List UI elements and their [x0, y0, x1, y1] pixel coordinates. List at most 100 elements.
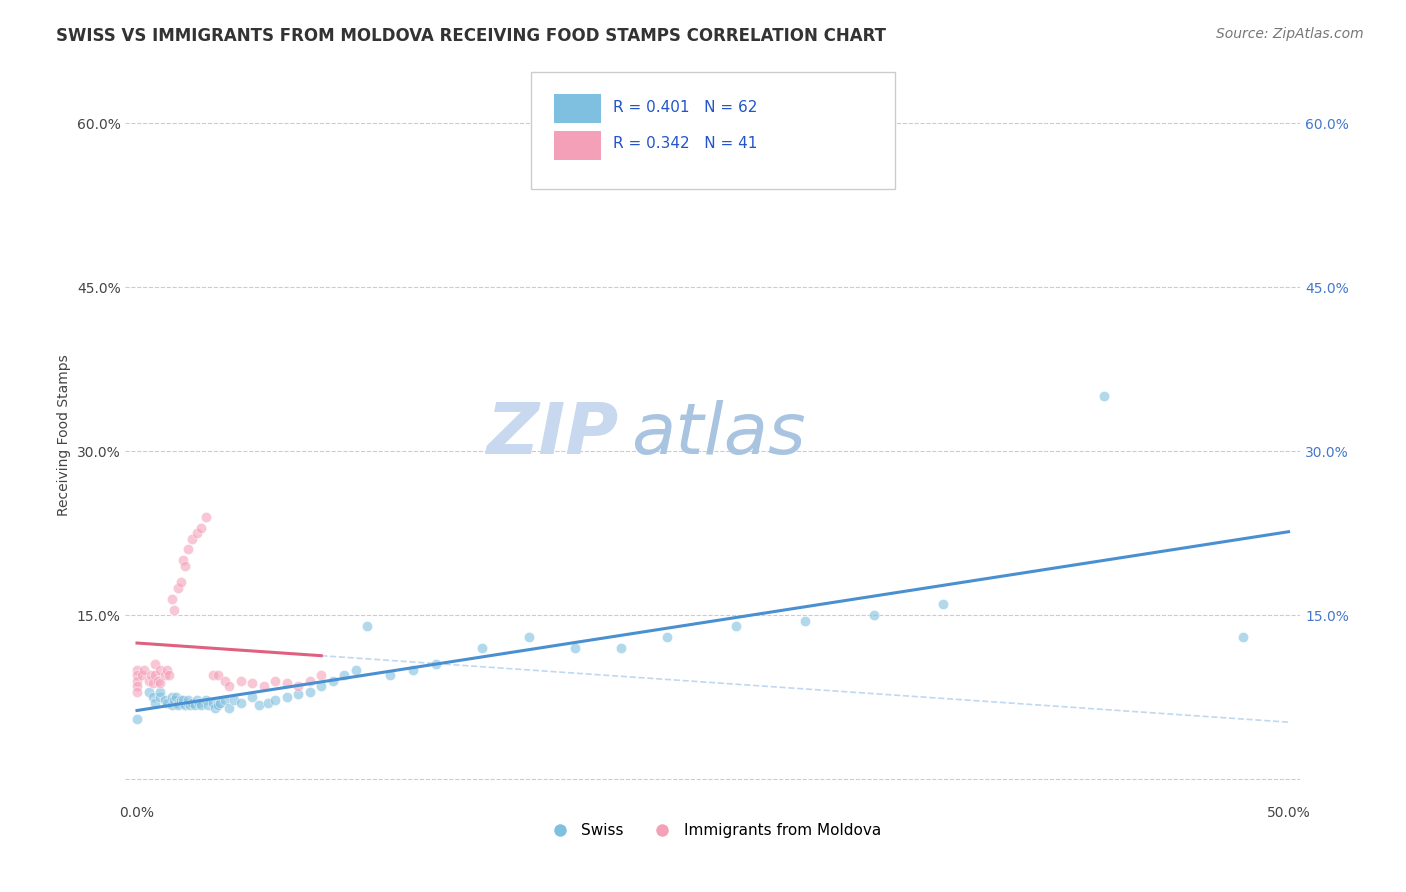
Point — [160, 690, 183, 704]
Point — [793, 614, 815, 628]
Point — [125, 679, 148, 693]
Point — [264, 693, 287, 707]
Point — [149, 663, 172, 677]
Point — [138, 673, 160, 688]
Text: R = 0.342   N = 41: R = 0.342 N = 41 — [613, 136, 758, 152]
Point — [145, 657, 167, 672]
Point — [257, 696, 280, 710]
Point — [276, 676, 298, 690]
Point — [160, 591, 183, 606]
Text: Source: ZipAtlas.com: Source: ZipAtlas.com — [1216, 27, 1364, 41]
Point — [190, 698, 212, 712]
Point — [380, 668, 402, 682]
Point — [146, 673, 169, 688]
Point — [142, 676, 165, 690]
Point — [214, 673, 236, 688]
Point — [195, 509, 218, 524]
Point — [190, 520, 212, 534]
Point — [153, 693, 176, 707]
FancyBboxPatch shape — [554, 95, 602, 123]
Point — [163, 602, 186, 616]
FancyBboxPatch shape — [530, 72, 894, 189]
Point — [322, 673, 344, 688]
Point — [197, 698, 219, 712]
Point — [471, 640, 494, 655]
Point — [160, 698, 183, 712]
Point — [167, 698, 190, 712]
Point — [176, 696, 198, 710]
Point — [564, 640, 586, 655]
Point — [181, 532, 204, 546]
Point — [287, 679, 309, 693]
Point — [247, 698, 270, 712]
Point — [183, 698, 205, 712]
Point — [932, 597, 955, 611]
Point — [179, 698, 201, 712]
Point — [125, 673, 148, 688]
Point — [207, 668, 229, 682]
Text: R = 0.401   N = 62: R = 0.401 N = 62 — [613, 100, 758, 115]
Point — [167, 696, 190, 710]
Point — [142, 690, 165, 704]
Point — [165, 690, 187, 704]
Point — [287, 687, 309, 701]
Point — [176, 542, 198, 557]
Point — [186, 693, 208, 707]
Point — [145, 668, 167, 682]
Point — [174, 558, 197, 573]
Point — [517, 630, 540, 644]
Point — [172, 693, 194, 707]
Point — [167, 581, 190, 595]
Point — [218, 679, 240, 693]
Point — [132, 663, 155, 677]
Point — [145, 696, 167, 710]
Point — [125, 663, 148, 677]
Legend: Swiss, Immigrants from Moldova: Swiss, Immigrants from Moldova — [538, 817, 887, 845]
Point — [139, 668, 162, 682]
Point — [724, 619, 747, 633]
Point — [201, 668, 224, 682]
Point — [240, 690, 263, 704]
Point — [153, 668, 176, 682]
Point — [149, 690, 172, 704]
Point — [309, 668, 332, 682]
Point — [253, 679, 276, 693]
Point — [186, 526, 208, 541]
Point — [170, 693, 193, 707]
Text: ZIP: ZIP — [486, 401, 619, 469]
Point — [863, 608, 886, 623]
Point — [298, 673, 321, 688]
Point — [208, 696, 231, 710]
Point — [172, 553, 194, 567]
Y-axis label: Receiving Food Stamps: Receiving Food Stamps — [58, 354, 72, 516]
Point — [125, 712, 148, 726]
Point — [276, 690, 298, 704]
Point — [125, 668, 148, 682]
Point — [170, 575, 193, 590]
Point — [425, 657, 447, 672]
Point — [1232, 630, 1254, 644]
Point — [188, 696, 211, 710]
Point — [333, 668, 356, 682]
Point — [138, 684, 160, 698]
FancyBboxPatch shape — [554, 131, 602, 160]
Point — [218, 701, 240, 715]
Point — [131, 668, 153, 682]
Point — [655, 630, 678, 644]
Point — [264, 673, 287, 688]
Point — [240, 676, 263, 690]
Point — [609, 640, 631, 655]
Text: SWISS VS IMMIGRANTS FROM MOLDOVA RECEIVING FOOD STAMPS CORRELATION CHART: SWISS VS IMMIGRANTS FROM MOLDOVA RECEIVI… — [56, 27, 886, 45]
Text: atlas: atlas — [630, 401, 806, 469]
Point — [207, 698, 229, 712]
Point — [201, 696, 224, 710]
Point — [163, 693, 186, 707]
Point — [174, 698, 197, 712]
Point — [176, 693, 198, 707]
Point — [172, 696, 194, 710]
Point — [181, 696, 204, 710]
Point — [222, 693, 245, 707]
Point — [204, 701, 226, 715]
Point — [298, 684, 321, 698]
Point — [214, 693, 236, 707]
